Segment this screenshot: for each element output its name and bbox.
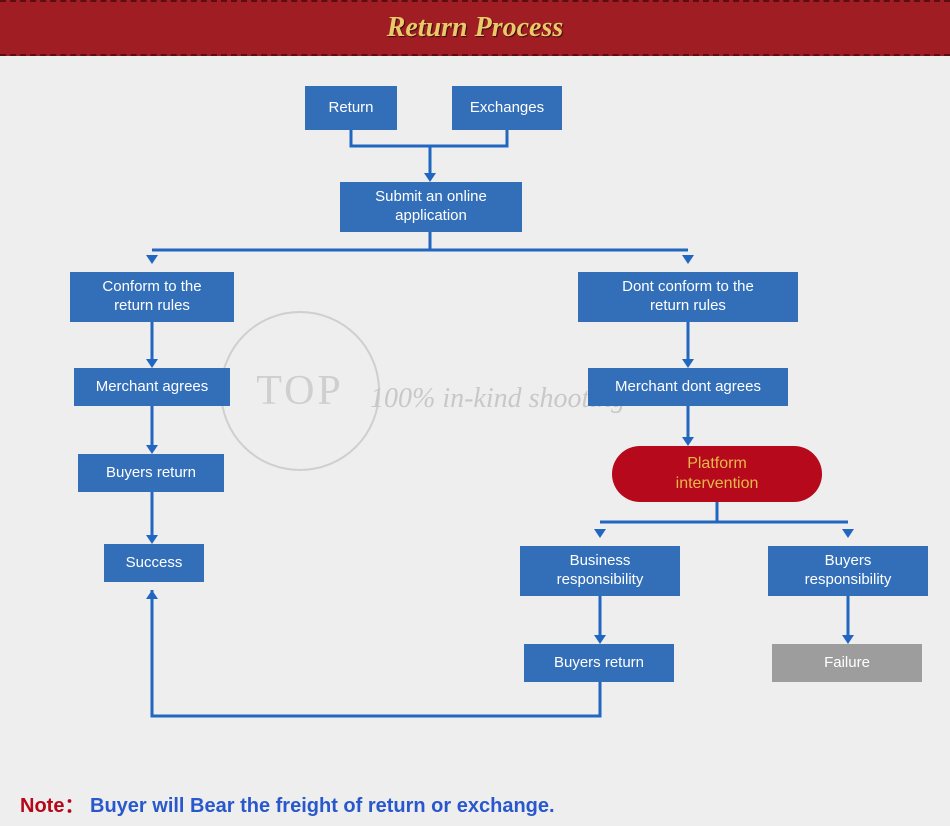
header-title: Return Process xyxy=(387,12,564,44)
node-return: Return xyxy=(305,86,397,130)
node-bizresp: Business responsibility xyxy=(520,546,680,596)
flowchart-stage: TOP 100% in-kind shooting ReturnExchange… xyxy=(0,56,950,826)
node-exchanges: Exchanges xyxy=(452,86,562,130)
node-conform: Conform to the return rules xyxy=(70,272,234,322)
node-buyret2: Buyers return xyxy=(524,644,674,682)
header-banner: Return Process xyxy=(0,0,950,56)
node-failure: Failure xyxy=(772,644,922,682)
node-merchagree: Merchant agrees xyxy=(74,368,230,406)
node-success: Success xyxy=(104,544,204,582)
node-buyret1: Buyers return xyxy=(78,454,224,492)
node-platform: Platform intervention xyxy=(612,446,822,502)
note-text: Buyer will Bear the freight of return or… xyxy=(90,795,555,817)
note-label: Note： xyxy=(20,795,84,817)
node-buyresp: Buyers responsibility xyxy=(768,546,928,596)
footer-note: Note： Buyer will Bear the freight of ret… xyxy=(20,789,555,818)
connectors-svg xyxy=(0,56,950,826)
node-merchdont: Merchant dont agrees xyxy=(588,368,788,406)
node-dontconform: Dont conform to the return rules xyxy=(578,272,798,322)
node-submit: Submit an online application xyxy=(340,182,522,232)
